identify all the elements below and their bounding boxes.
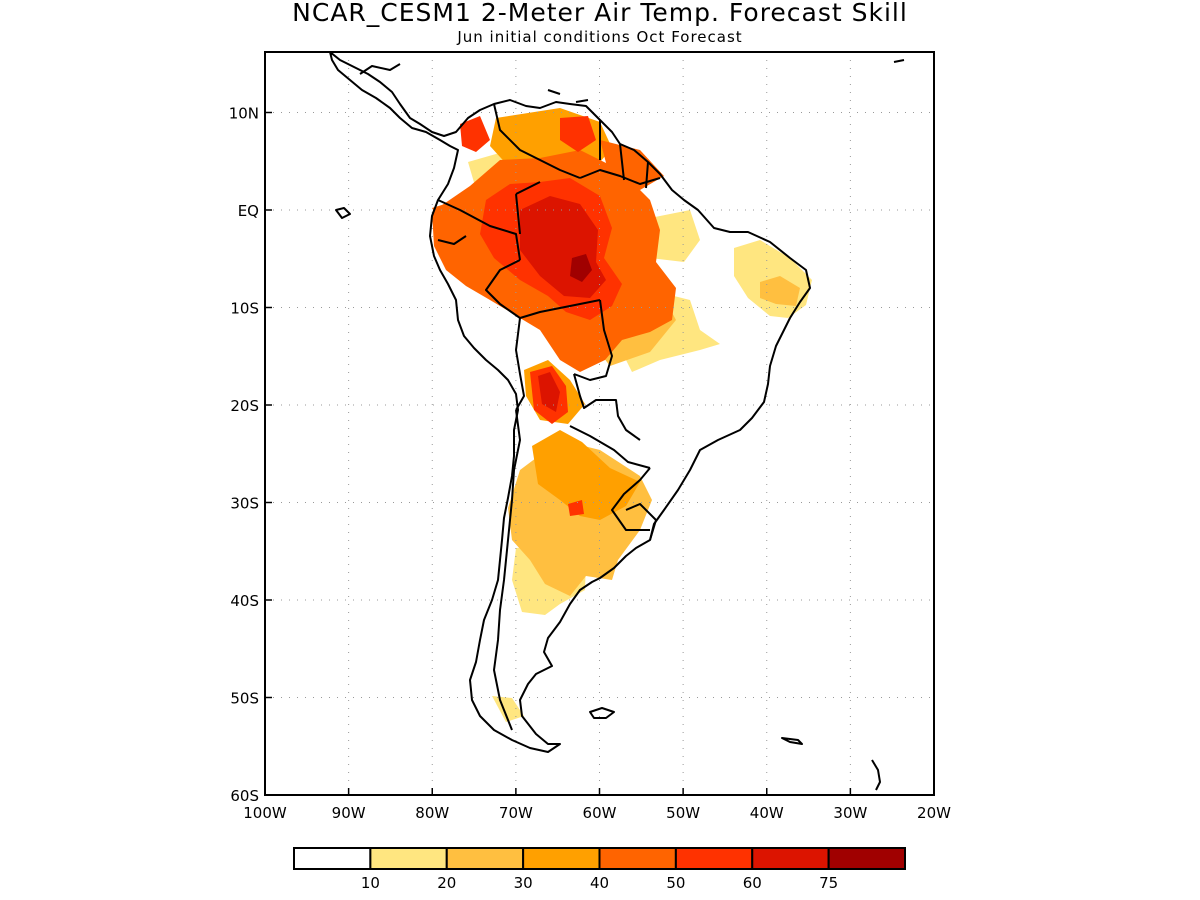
lon-label: 60W	[583, 804, 617, 822]
country-border-peru-brazil	[485, 259, 601, 319]
lon-label: 100W	[243, 804, 287, 822]
axis-ticks	[264, 111, 935, 796]
caribbean-islands	[547, 59, 905, 103]
country-border-colombia-venezuela	[493, 103, 581, 179]
skill-region-ne-brazil-30	[760, 276, 800, 306]
falkland-islands	[589, 707, 615, 719]
skill-region-amazon-core	[570, 254, 592, 282]
country-border-uruguay	[625, 503, 657, 541]
galapagos-islands	[335, 207, 351, 219]
country-border-chile-argentina	[493, 409, 521, 731]
skill-region-argentina-40	[532, 430, 640, 520]
lat-axis-labels: 10N EQ 10S 20S 30S 40S 50S 60S	[229, 105, 259, 806]
country-border-colombia-brazil	[515, 181, 541, 235]
skill-region-bolivia-75	[538, 372, 560, 412]
country-border-ecuador-peru	[437, 235, 467, 245]
lat-label: 60S	[230, 787, 259, 805]
south-georgia	[781, 737, 803, 745]
lon-label: 70W	[499, 804, 533, 822]
lat-label: 40S	[230, 592, 259, 610]
lon-label: 90W	[332, 804, 366, 822]
country-border-peru-bolivia	[515, 317, 525, 411]
country-border-guianas	[599, 120, 649, 189]
lon-label: 40W	[750, 804, 784, 822]
skill-region-ecuador-50	[432, 200, 470, 234]
skill-region-colombia-60	[460, 116, 490, 152]
lon-label: 50W	[666, 804, 700, 822]
skill-region-venezuela-60	[560, 116, 596, 152]
country-border-argentina-paraguay	[569, 425, 651, 469]
lat-label: 10S	[230, 300, 259, 318]
lat-label: 50S	[230, 690, 259, 708]
coastlines	[329, 52, 905, 791]
country-border-bolivia-paraguay	[573, 373, 641, 441]
lat-label: 20S	[230, 397, 259, 415]
country-border-argentina-brazil	[611, 467, 651, 531]
country-border-colombia-peru	[437, 199, 521, 261]
skill-region-guianas-50	[600, 140, 664, 190]
central-america-border	[359, 63, 401, 75]
south-america-coastline	[329, 52, 811, 753]
skill-region-argentina-60	[568, 500, 584, 516]
country-border-bolivia-brazil	[573, 299, 613, 381]
lat-label: EQ	[238, 202, 259, 220]
lon-label: 30W	[833, 804, 867, 822]
skill-shading	[432, 108, 812, 722]
chart-subtitle: Jun initial conditions Oct Forecast	[457, 28, 743, 46]
lon-label: 20W	[917, 804, 951, 822]
lat-label: 30S	[230, 495, 259, 513]
sandwich-islands	[871, 759, 881, 791]
lon-axis-labels: 100W 90W 80W 70W 60W 50W 40W 30W 20W	[243, 804, 951, 822]
lon-label: 80W	[415, 804, 449, 822]
lat-label: 10N	[229, 105, 259, 123]
chart-title: NCAR_CESM1 2-Meter Air Temp. Forecast Sk…	[292, 0, 908, 27]
